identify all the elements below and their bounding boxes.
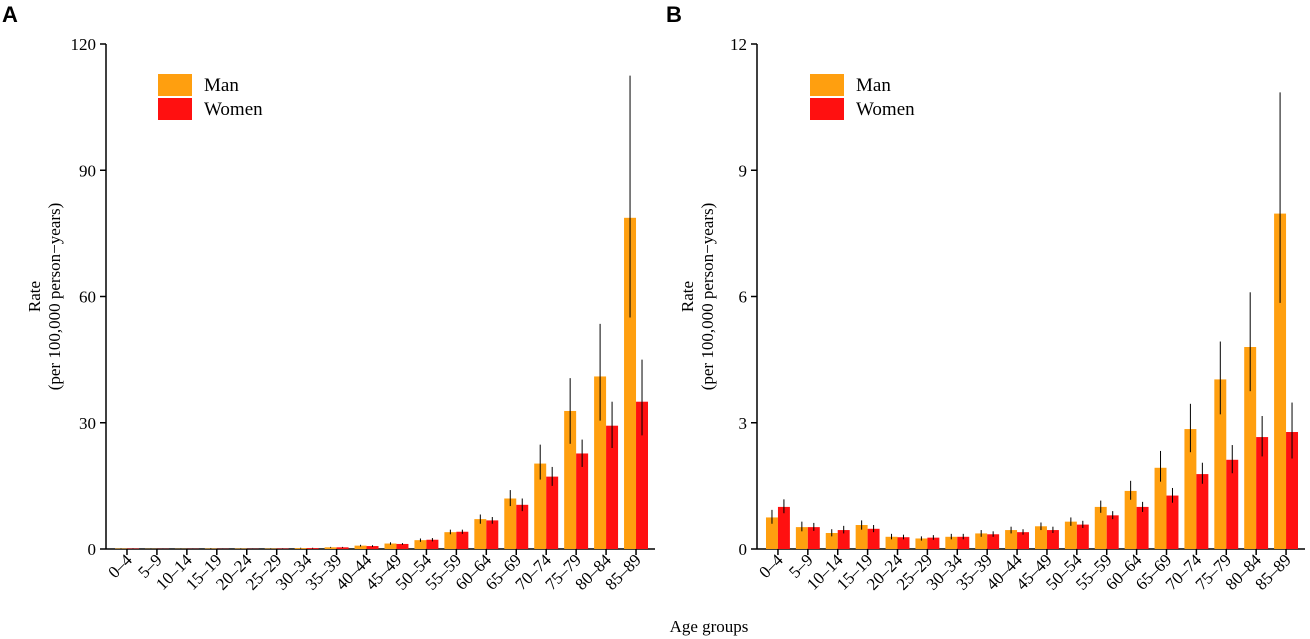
y-tick-label: 0	[739, 540, 748, 559]
bar-women	[867, 528, 880, 549]
y-tick-label: 30	[79, 414, 96, 433]
bar-man	[504, 498, 517, 549]
y-axis-title-line1: Rate	[25, 281, 44, 312]
bar-women	[1106, 515, 1119, 549]
bar-women	[1286, 432, 1299, 549]
bar-women	[1046, 530, 1059, 549]
bar-man	[1154, 467, 1167, 549]
bar-women	[456, 531, 469, 549]
bar-man	[1274, 213, 1287, 550]
bar-women	[546, 476, 559, 549]
bar-women	[837, 530, 850, 549]
bar-man	[795, 527, 808, 549]
legend-swatch-man	[158, 74, 192, 96]
panel-a: A 0 30 60 90 120 Rate(per 100,000 person−years…	[2, 2, 655, 594]
bar-man	[945, 536, 958, 549]
y-axis-title: Rate(per 100,000 person−years)	[25, 203, 64, 391]
y-axis-title-line1: Rate	[678, 281, 697, 312]
y-axis-title-line2: (per 100,000 person−years)	[45, 203, 64, 391]
legend-label-man: Man	[204, 75, 239, 96]
bar-man	[534, 463, 547, 549]
y-tick-label: 3	[739, 414, 748, 433]
bar-man	[624, 217, 637, 549]
y-axis-title: Rate(per 100,000 person−years)	[678, 203, 717, 391]
legend-label-man: Man	[856, 75, 891, 96]
bar-women	[1076, 524, 1089, 549]
bar-women	[336, 547, 349, 549]
bar-women	[1017, 532, 1030, 549]
bar-women	[636, 401, 649, 549]
bar-man	[1094, 506, 1107, 549]
x-tick-label: 0–4	[104, 550, 136, 582]
bar-man	[915, 538, 928, 549]
bar-man	[444, 532, 457, 549]
bar-women	[1226, 459, 1239, 549]
bar-women	[897, 537, 910, 549]
bar-man	[384, 543, 397, 549]
bar-man	[975, 533, 988, 549]
bar-man	[564, 410, 577, 549]
bar-man	[1214, 379, 1227, 549]
legend-swatch-women	[158, 98, 192, 120]
bar-man	[765, 517, 778, 549]
bar-man	[354, 545, 367, 549]
y-tick-label: 90	[79, 161, 96, 180]
bar-women	[366, 546, 379, 549]
bar-man	[1244, 347, 1257, 549]
legend-swatch-man	[810, 74, 844, 96]
bar-women	[1196, 474, 1209, 549]
bar-man	[855, 525, 868, 549]
x-axis-title: Age groups	[670, 617, 749, 636]
panel-b: B 0 3 6 9 12 Rate(per 100,000 person−years) 0–4…	[666, 2, 1305, 594]
bar-women	[957, 536, 970, 549]
x-tick-label: 0–4	[755, 550, 787, 582]
bar-women	[426, 539, 439, 549]
bar-man	[1184, 429, 1197, 549]
y-tick-label: 9	[739, 161, 748, 180]
legend-swatch-women	[810, 98, 844, 120]
bar-man	[825, 533, 838, 549]
y-tick-label: 0	[88, 540, 97, 559]
bar-women	[927, 537, 940, 549]
bar-women	[576, 453, 589, 549]
y-axis-title-line2: (per 100,000 person−years)	[698, 203, 717, 391]
panel-label: B	[666, 2, 682, 27]
bar-man	[885, 536, 898, 549]
bar-women	[987, 534, 1000, 549]
bar-women	[1166, 495, 1179, 549]
bar-women	[396, 543, 409, 549]
bar-women	[516, 504, 529, 549]
panel-label: A	[2, 2, 18, 27]
y-tick-label: 6	[739, 288, 748, 307]
bar-women	[606, 425, 619, 549]
bar-women	[777, 506, 790, 549]
bar-women	[486, 520, 499, 549]
bar-man	[414, 540, 427, 549]
bar-man	[594, 376, 607, 549]
y-tick-label: 12	[730, 35, 747, 54]
bar-man	[1005, 530, 1018, 549]
bar-man	[1034, 526, 1047, 549]
bar-man	[1124, 490, 1137, 549]
bar-man	[474, 519, 487, 549]
bar-man	[324, 547, 337, 549]
bar-women	[1136, 506, 1149, 549]
y-tick-label: 60	[79, 288, 96, 307]
bar-man	[1064, 521, 1077, 549]
bar-women	[1256, 437, 1269, 549]
bar-women	[807, 527, 820, 549]
y-tick-label: 120	[71, 35, 97, 54]
legend-label-women: Women	[856, 99, 915, 120]
legend-label-women: Women	[204, 99, 263, 120]
